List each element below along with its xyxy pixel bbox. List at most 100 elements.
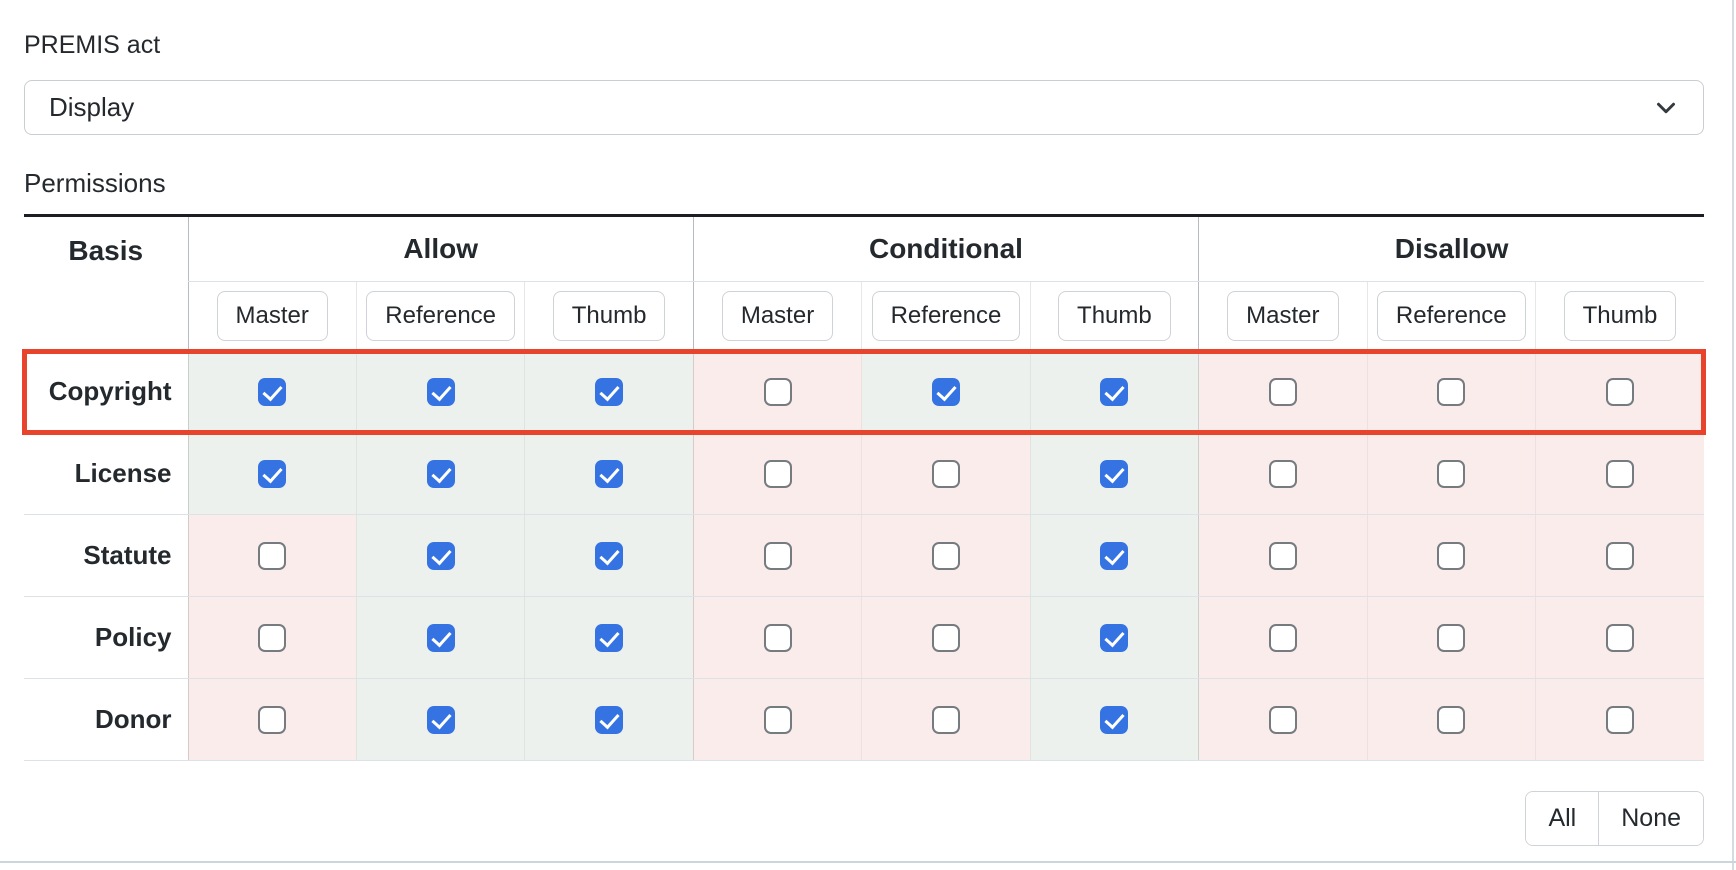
checkbox-statute-conditional-thumb[interactable] xyxy=(1100,541,1129,570)
permissions-label: Permissions xyxy=(24,168,166,198)
cell-copyright-disallow-reference xyxy=(1366,350,1536,433)
table-row: Statute xyxy=(24,514,1704,597)
subheader-cell: Reference xyxy=(1366,281,1536,351)
cell-statute-disallow-thumb xyxy=(1535,514,1704,597)
checkbox-copyright-allow-thumb[interactable] xyxy=(595,377,624,406)
cell-copyright-allow-thumb xyxy=(524,350,694,433)
basis-row-label: Statute xyxy=(24,514,188,597)
checkbox-license-allow-reference[interactable] xyxy=(426,459,455,488)
cell-copyright-disallow-thumb xyxy=(1535,350,1704,433)
checkbox-license-conditional-thumb[interactable] xyxy=(1100,459,1129,488)
checkbox-license-disallow-reference[interactable] xyxy=(1437,459,1466,488)
basis-row-label: Policy xyxy=(24,596,188,679)
checkbox-donor-allow-reference[interactable] xyxy=(426,705,455,734)
checkbox-donor-conditional-master[interactable] xyxy=(763,705,792,734)
checkbox-policy-allow-thumb[interactable] xyxy=(595,623,624,652)
conditional-thumb-column-button[interactable]: Thumb xyxy=(1058,291,1171,341)
table-subheader-row: Master Reference Thumb Master Reference … xyxy=(24,281,1704,351)
checkbox-policy-conditional-reference[interactable] xyxy=(931,623,960,652)
checkbox-policy-disallow-master[interactable] xyxy=(1268,623,1297,652)
cell-license-disallow-reference xyxy=(1366,432,1536,515)
checkbox-license-disallow-thumb[interactable] xyxy=(1606,459,1634,488)
checkbox-license-allow-thumb[interactable] xyxy=(595,459,624,488)
checkbox-policy-disallow-reference[interactable] xyxy=(1437,623,1466,652)
checkbox-statute-disallow-thumb[interactable] xyxy=(1606,541,1634,570)
checkbox-statute-conditional-reference[interactable] xyxy=(931,541,960,570)
cell-policy-conditional-master xyxy=(692,596,862,679)
cell-copyright-conditional-master xyxy=(692,350,862,433)
checkbox-donor-allow-thumb[interactable] xyxy=(595,705,624,734)
checkbox-donor-disallow-master[interactable] xyxy=(1268,705,1297,734)
checkbox-donor-disallow-thumb[interactable] xyxy=(1606,705,1634,734)
disallow-thumb-column-button[interactable]: Thumb xyxy=(1563,291,1677,341)
checkbox-policy-conditional-master[interactable] xyxy=(763,623,792,652)
cell-donor-conditional-master xyxy=(692,678,862,761)
checkbox-copyright-allow-reference[interactable] xyxy=(426,377,455,406)
cell-statute-allow-thumb xyxy=(524,514,694,597)
checkbox-statute-disallow-reference[interactable] xyxy=(1437,541,1466,570)
cell-policy-allow-reference xyxy=(355,596,525,679)
cell-copyright-disallow-master xyxy=(1198,350,1368,433)
cell-donor-conditional-thumb xyxy=(1029,678,1199,761)
disallow-reference-column-button[interactable]: Reference xyxy=(1376,291,1526,341)
premis-act-selected-value: Display xyxy=(49,92,135,122)
cell-license-conditional-master xyxy=(692,432,862,515)
cell-statute-allow-reference xyxy=(355,514,525,597)
bottom-divider xyxy=(0,861,1736,863)
conditional-master-column-button[interactable]: Master xyxy=(721,291,834,341)
checkbox-donor-conditional-thumb[interactable] xyxy=(1100,705,1129,734)
checkbox-copyright-allow-master[interactable] xyxy=(258,377,287,406)
select-all-button[interactable]: All xyxy=(1526,792,1599,845)
checkbox-copyright-disallow-thumb[interactable] xyxy=(1606,377,1634,406)
cell-license-allow-reference xyxy=(355,432,525,515)
checkbox-statute-allow-thumb[interactable] xyxy=(595,541,624,570)
cell-donor-disallow-reference xyxy=(1366,678,1536,761)
checkbox-statute-allow-master[interactable] xyxy=(258,541,287,570)
cell-statute-conditional-reference xyxy=(861,514,1031,597)
checkbox-policy-allow-reference[interactable] xyxy=(426,623,455,652)
checkbox-license-conditional-reference[interactable] xyxy=(931,459,960,488)
checkbox-license-conditional-master[interactable] xyxy=(763,459,792,488)
checkbox-donor-allow-master[interactable] xyxy=(258,705,287,734)
cell-policy-disallow-reference xyxy=(1366,596,1536,679)
allow-thumb-column-button[interactable]: Thumb xyxy=(552,291,666,341)
permissions-table: Basis Allow Conditional Disallow Master … xyxy=(22,214,1706,761)
checkbox-donor-conditional-reference[interactable] xyxy=(931,705,960,734)
checkbox-copyright-conditional-thumb[interactable] xyxy=(1100,377,1129,406)
checkbox-copyright-disallow-reference[interactable] xyxy=(1437,377,1466,406)
cell-donor-allow-thumb xyxy=(524,678,694,761)
checkbox-statute-allow-reference[interactable] xyxy=(426,541,455,570)
cell-license-allow-thumb xyxy=(524,432,694,515)
select-none-button[interactable]: None xyxy=(1598,792,1703,845)
form-content: PREMIS act Display Permissions Basis All… xyxy=(0,0,1732,846)
cell-donor-conditional-reference xyxy=(861,678,1031,761)
checkbox-statute-conditional-master[interactable] xyxy=(763,541,792,570)
checkbox-license-allow-master[interactable] xyxy=(258,459,287,488)
group-header-allow: Allow xyxy=(187,215,694,282)
checkbox-copyright-conditional-reference[interactable] xyxy=(931,377,960,406)
conditional-reference-column-button[interactable]: Reference xyxy=(871,291,1021,341)
subheader-cell: Master xyxy=(187,281,357,351)
cell-license-allow-master xyxy=(187,432,357,515)
checkbox-statute-disallow-master[interactable] xyxy=(1268,541,1297,570)
table-row: License xyxy=(24,432,1704,515)
checkbox-policy-disallow-thumb[interactable] xyxy=(1606,623,1634,652)
subheader-cell: Thumb xyxy=(524,281,694,351)
checkbox-copyright-disallow-master[interactable] xyxy=(1268,377,1297,406)
allow-master-column-button[interactable]: Master xyxy=(216,291,328,341)
checkbox-donor-disallow-reference[interactable] xyxy=(1437,705,1466,734)
allow-reference-column-button[interactable]: Reference xyxy=(366,291,516,341)
checkbox-copyright-conditional-master[interactable] xyxy=(763,377,792,406)
disallow-master-column-button[interactable]: Master xyxy=(1227,291,1339,341)
premis-act-select[interactable]: Display xyxy=(24,80,1704,135)
cell-policy-disallow-thumb xyxy=(1535,596,1704,679)
subheader-cell: Reference xyxy=(861,281,1031,351)
cell-policy-conditional-reference xyxy=(861,596,1031,679)
checkbox-license-disallow-master[interactable] xyxy=(1268,459,1297,488)
checkbox-policy-allow-master[interactable] xyxy=(258,623,287,652)
basis-header: Basis xyxy=(24,215,188,351)
checkbox-policy-conditional-thumb[interactable] xyxy=(1100,623,1129,652)
cell-policy-conditional-thumb xyxy=(1029,596,1199,679)
cell-statute-disallow-reference xyxy=(1366,514,1536,597)
group-header-disallow: Disallow xyxy=(1198,215,1704,282)
